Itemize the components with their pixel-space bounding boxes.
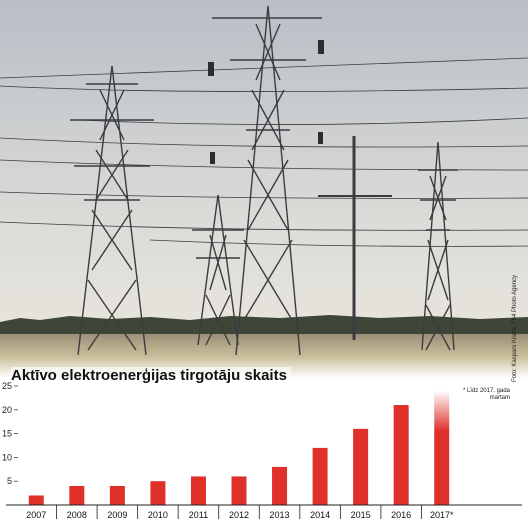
x-tick-label: 2014 [310,510,330,520]
footnote-line-1: * Līdz 2017. gada [462,388,510,394]
bar-2009 [109,485,125,505]
y-tick-label: 15 [2,429,12,439]
x-tick-label: 2012 [229,510,249,520]
x-axis: 2007 2008 2009 2010 2011 2012 2013 2014 2015 2016… [6,504,522,520]
bar-2008 [69,485,85,505]
bar-2016 [393,405,409,505]
footnote-line-2: martam [489,395,510,401]
bar-2007 [28,495,44,505]
x-tick-label: 2015 [351,510,371,520]
bars [28,390,450,505]
y-axis: 5 10 15 20 25 [2,381,18,486]
x-tick-label: 2011 [189,510,208,520]
photo-credit: Foto: Kaspars Krafts, F64 Photo Agency [512,274,518,382]
x-tick-label: 2009 [107,510,127,520]
x-tick-label: 2008 [67,510,87,520]
y-tick-label: 5 [7,476,12,486]
bar-2012 [231,476,247,505]
x-tick-label: 2010 [148,510,168,520]
y-tick-label: 10 [2,452,12,462]
x-tick-label: 2016 [391,510,411,520]
x-tick-label: 2017* [430,510,454,520]
y-tick-label: 20 [2,405,12,415]
bar-2011 [190,476,206,505]
x-tick-label: 2007 [26,510,46,520]
bar-2013 [272,466,288,505]
bar-2014 [312,447,328,505]
y-tick-label: 25 [2,381,12,391]
chart-title: Aktīvo elektroenerģijas tirgotāju skaits [11,367,291,384]
bar-2015 [353,428,369,505]
power-lines-photo [0,0,528,378]
bar-2010 [150,481,166,505]
footnote: * Līdz 2017. gada martam [440,388,510,402]
x-tick-label: 2013 [270,510,290,520]
bar-2017 [434,390,450,505]
